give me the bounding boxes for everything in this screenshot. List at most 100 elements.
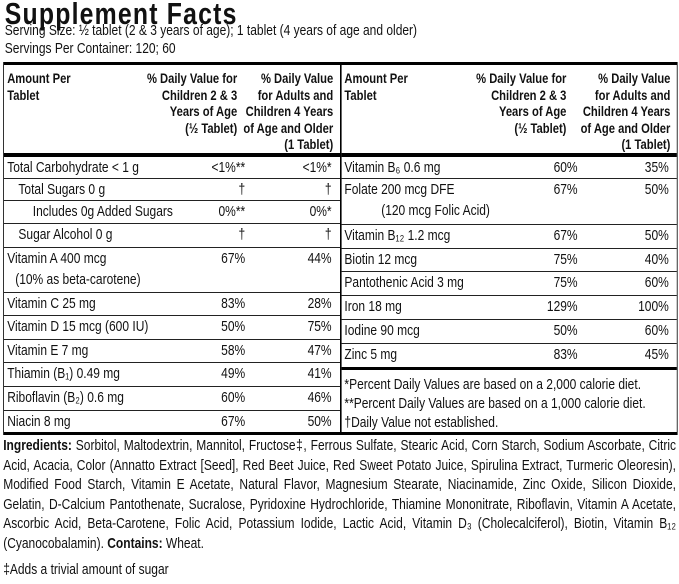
nutrient-row: Folate 200 mcg DFE (120 mcg Folic Acid) 67… xyxy=(341,179,677,225)
nutrient-note: (120 mcg Folic Acid) xyxy=(381,202,490,219)
facts-table: Amount Per Tablet % Daily Value for Chil… xyxy=(3,62,678,435)
dv-adults: 60% xyxy=(644,322,669,339)
dv-children: † xyxy=(238,226,246,243)
nutrient-row: Vitamin D 15 mcg (600 IU) 50% 75% xyxy=(4,316,340,340)
dv-children: 75% xyxy=(553,251,578,268)
nutrient-name: Biotin 12 mcg xyxy=(344,251,418,268)
dv-children: 0%** xyxy=(218,203,246,220)
nutrient-row: Total Sugars 0 g † † xyxy=(4,179,340,201)
dv-children: 83% xyxy=(221,295,246,312)
dv-children: 67% xyxy=(553,181,578,198)
nutrient-name: Niacin 8 mg xyxy=(7,413,71,430)
table-left: Amount Per Tablet % Daily Value for Chil… xyxy=(4,65,342,434)
nutrient-name: Riboflavin (B₂) 0.6 mg xyxy=(7,389,124,406)
nutrient-name: Folate 200 mcg DFE xyxy=(344,181,455,198)
dv-adults: 60% xyxy=(644,274,669,291)
nutrient-name: Total Sugars 0 g xyxy=(18,181,106,198)
ingredients-label: Ingredients: xyxy=(3,437,72,454)
dv-children: † xyxy=(238,181,246,198)
nutrient-row: Biotin 12 mcg 75% 40% xyxy=(341,249,677,272)
dv-children: 67% xyxy=(221,413,246,430)
nutrient-name: Vitamin B₆ 0.6 mg xyxy=(344,159,441,176)
dv-children: 83% xyxy=(553,346,578,363)
header-children: % Daily Value for Children 2 & 3 Years o… xyxy=(476,70,567,136)
dv-children: 58% xyxy=(221,342,246,359)
title: Supplement Facts xyxy=(4,0,238,31)
dv-children: <1%** xyxy=(211,159,246,176)
nutrient-name: Vitamin C 25 mg xyxy=(7,295,96,312)
nutrient-row: Riboflavin (B₂) 0.6 mg 60% 46% xyxy=(4,387,340,411)
nutrient-name: Sugar Alcohol 0 g xyxy=(18,226,113,243)
nutrient-row: Vitamin E 7 mg 58% 47% xyxy=(4,340,340,363)
dv-adults: 44% xyxy=(307,250,332,267)
dv-adults: 50% xyxy=(307,413,332,430)
rows: Total Carbohydrate < 1 g <1%** <1%* Total S… xyxy=(4,157,340,434)
nutrient-note: (10% as beta-carotene) xyxy=(15,271,141,288)
table-right: Amount Per Tablet % Daily Value for Chil… xyxy=(341,65,677,432)
dv-children: 60% xyxy=(221,389,246,406)
contains-label: Contains: xyxy=(107,534,163,552)
dv-children: 75% xyxy=(553,274,578,291)
dv-adults: 100% xyxy=(638,298,669,315)
header-adults: % Daily Value for Adults and Children 4 … xyxy=(243,70,334,152)
dv-adults: 50% xyxy=(644,181,669,198)
nutrient-name: Vitamin A 400 mcg xyxy=(7,250,107,267)
serving-size: Serving Size: ½ tablet (2 & 3 years of a… xyxy=(4,22,418,39)
header-amount: Amount Per Tablet xyxy=(7,70,71,103)
nutrient-row: Vitamin C 25 mg 83% 28% xyxy=(4,293,340,316)
dv-adults: 40% xyxy=(644,251,669,268)
footnote: **Percent Daily Values are based on a 1,… xyxy=(344,395,646,412)
dv-adults: † xyxy=(324,226,332,243)
dv-adults: 47% xyxy=(307,342,332,359)
nutrient-name: Total Carbohydrate < 1 g xyxy=(7,159,139,176)
dv-children: 67% xyxy=(553,227,578,244)
dv-children: 67% xyxy=(221,250,246,267)
nutrient-row: Zinc 5 mg 83% 45% xyxy=(341,344,677,367)
dv-adults: 35% xyxy=(644,159,669,176)
dv-children: 129% xyxy=(546,298,578,315)
table-header: Amount Per Tablet % Daily Value for Chil… xyxy=(4,65,340,157)
nutrient-row: Vitamin B₆ 0.6 mg 60% 35% xyxy=(341,157,677,179)
nutrient-name: Includes 0g Added Sugars xyxy=(32,203,173,220)
footnote: †Daily Value not established. xyxy=(344,414,499,431)
ingredients: Ingredients: Sorbitol, Maltodextrin, Man… xyxy=(3,436,676,554)
dv-adults: 28% xyxy=(307,295,332,312)
nutrient-row: Pantothenic Acid 3 mg 75% 60% xyxy=(341,272,677,296)
footnotes: *Percent Daily Values are based on a 2,0… xyxy=(341,367,677,432)
dv-children: 50% xyxy=(553,322,578,339)
dv-adults: <1%* xyxy=(302,159,332,176)
servings-per-container: Servings Per Container: 120; 60 xyxy=(4,40,176,57)
rows: Vitamin B₆ 0.6 mg 60% 35% Folate 200 mcg DF… xyxy=(341,157,677,367)
dv-adults: † xyxy=(324,181,332,198)
nutrient-name: Pantothenic Acid 3 mg xyxy=(344,274,464,291)
footnote: *Percent Daily Values are based on a 2,0… xyxy=(344,376,642,393)
header-adults: % Daily Value for Adults and Children 4 … xyxy=(580,70,671,152)
dv-children: 50% xyxy=(221,318,246,335)
dv-adults: 41% xyxy=(307,365,332,382)
nutrient-row: Iron 18 mg 129% 100% xyxy=(341,296,677,320)
nutrient-name: Iron 18 mg xyxy=(344,298,402,315)
table-header: Amount Per Tablet % Daily Value for Chil… xyxy=(341,65,677,157)
dv-adults: 50% xyxy=(644,227,669,244)
dv-adults: 45% xyxy=(644,346,669,363)
nutrient-row: Includes 0g Added Sugars 0%** 0%* xyxy=(4,201,340,224)
nutrient-name: Vitamin E 7 mg xyxy=(7,342,89,359)
nutrient-row: Niacin 8 mg 67% 50% xyxy=(4,411,340,434)
nutrient-row: Iodine 90 mcg 50% 60% xyxy=(341,320,677,344)
nutrient-name: Vitamin B₁₂ 1.2 mcg xyxy=(344,227,451,244)
nutrient-row: Sugar Alcohol 0 g † † xyxy=(4,224,340,248)
nutrient-name: Vitamin D 15 mcg (600 IU) xyxy=(7,318,149,335)
dv-adults: 75% xyxy=(307,318,332,335)
ingredients-footnote: ‡Adds a trivial amount of sugar xyxy=(3,561,169,578)
dv-adults: 46% xyxy=(307,389,332,406)
nutrient-name: Iodine 90 mcg xyxy=(344,322,420,339)
ingredients-text: Sorbitol, Maltodextrin, Mannitol, Fructo… xyxy=(3,437,677,552)
header-children: % Daily Value for Children 2 & 3 Years o… xyxy=(146,70,238,136)
nutrient-row: Total Carbohydrate < 1 g <1%** <1%* xyxy=(4,157,340,179)
dv-adults: 0%* xyxy=(309,203,332,220)
nutrient-name: Thiamin (B₁) 0.49 mg xyxy=(7,365,120,382)
dv-children: 49% xyxy=(221,365,246,382)
nutrient-row: Vitamin B₁₂ 1.2 mcg 67% 50% xyxy=(341,225,677,249)
